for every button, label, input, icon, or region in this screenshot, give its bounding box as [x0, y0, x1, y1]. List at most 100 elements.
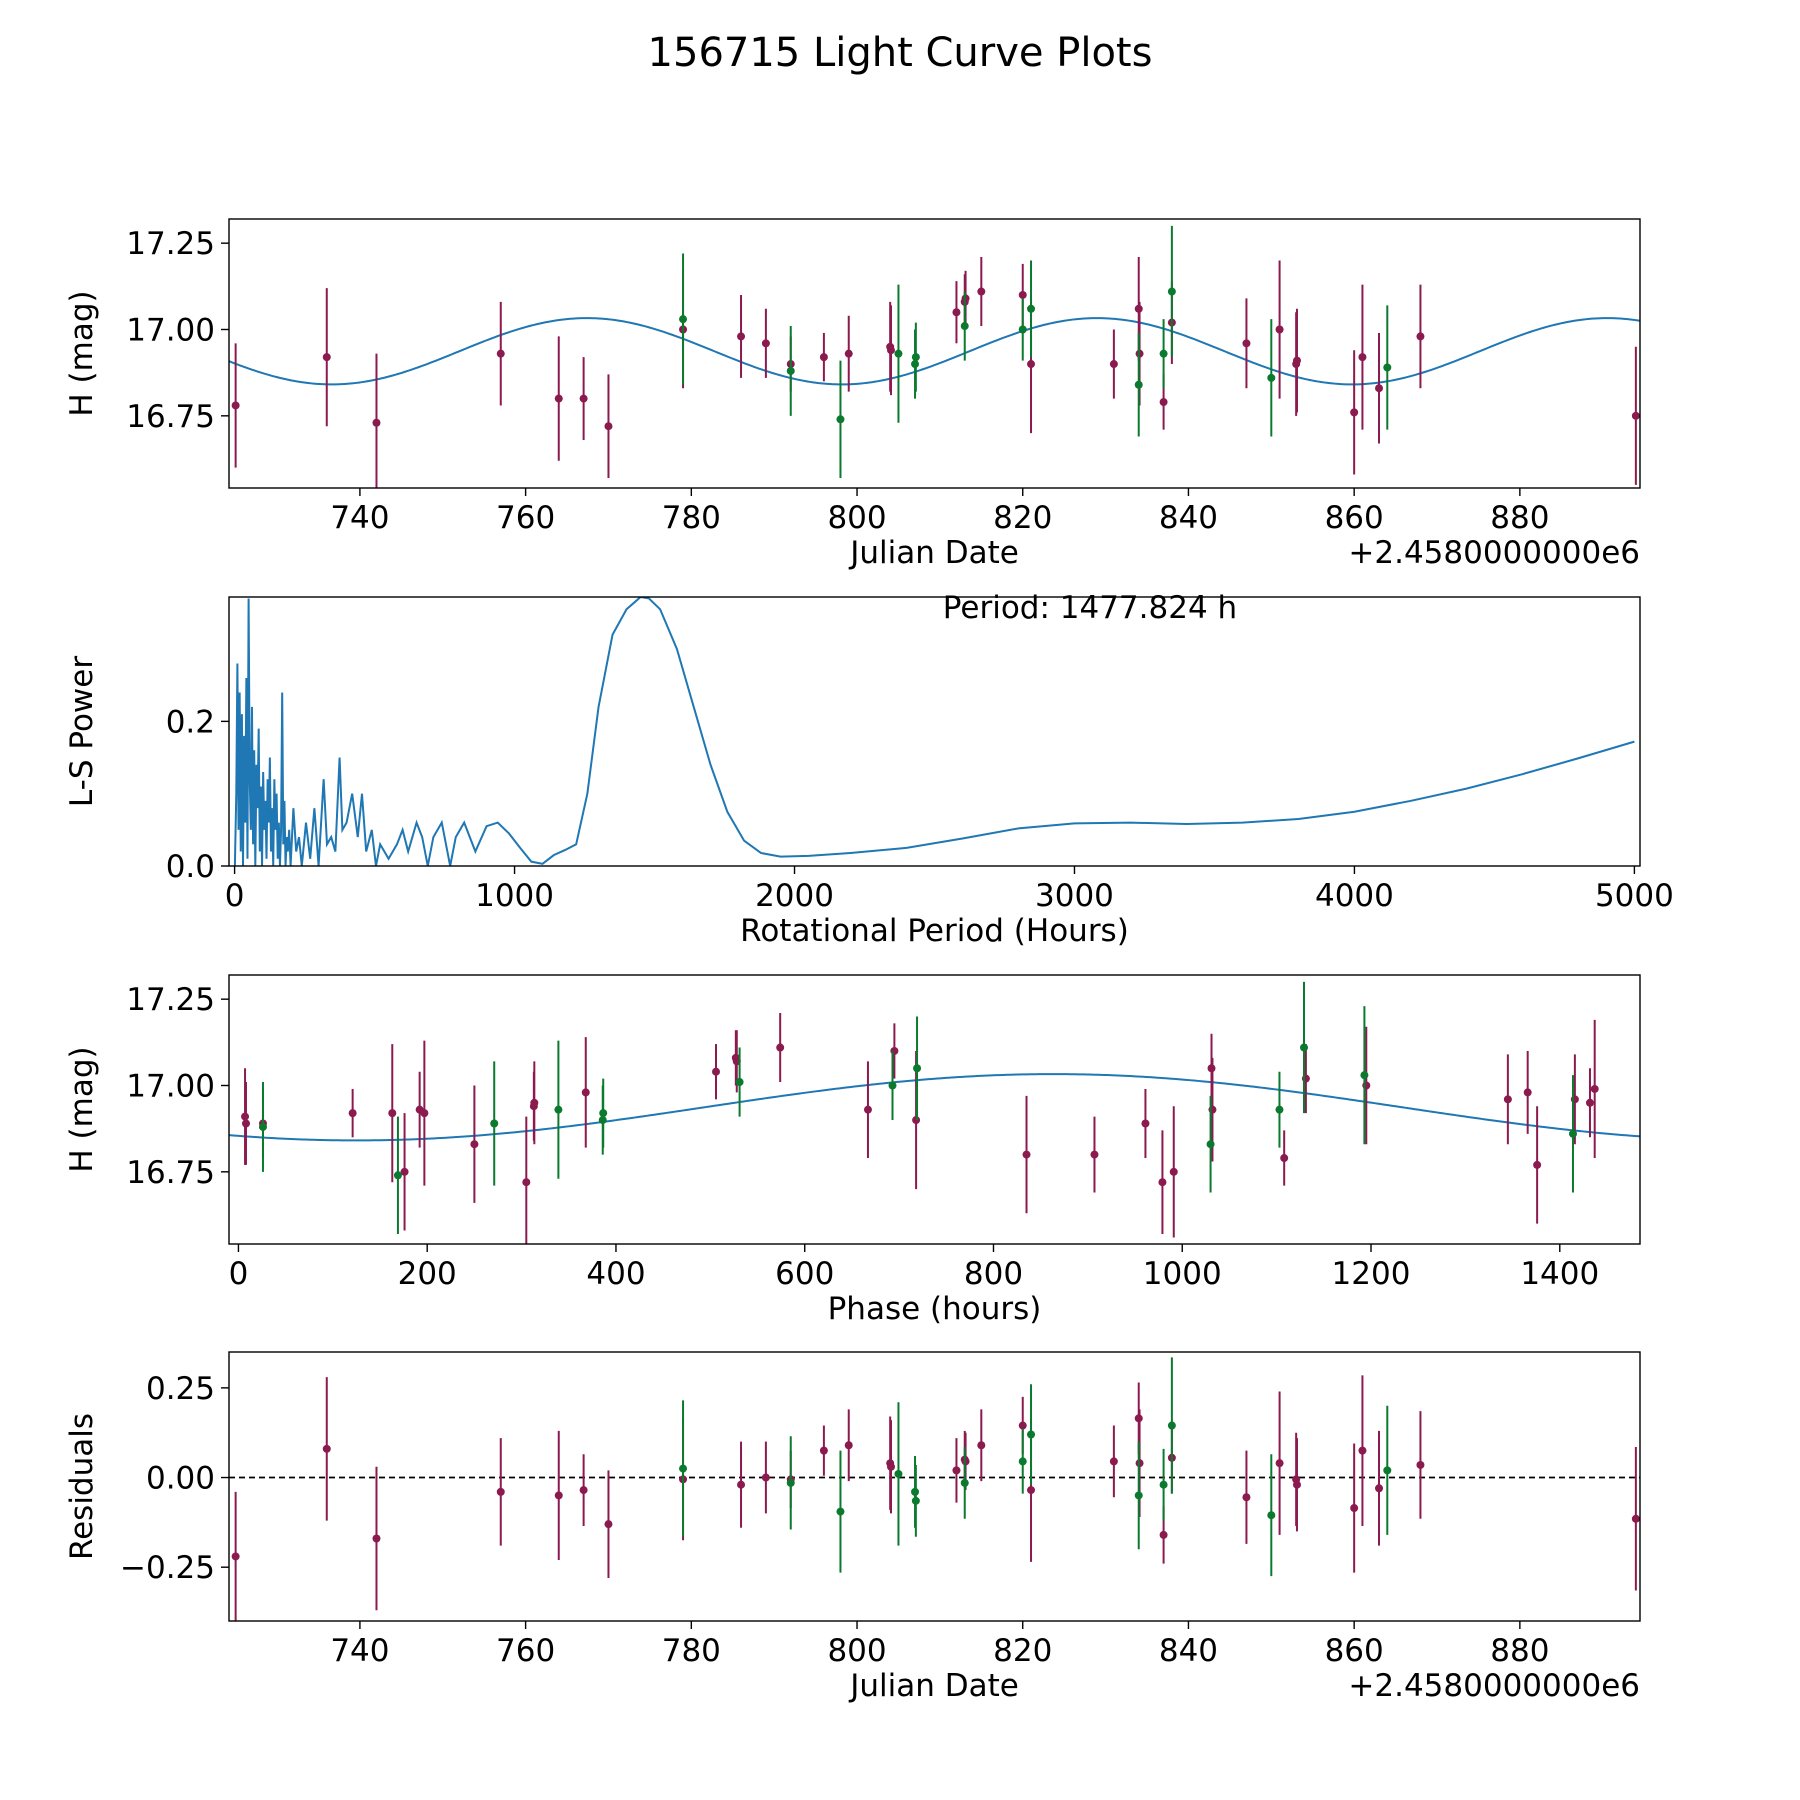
x-tick-label: 1200 [1332, 1256, 1411, 1292]
y-tick-label: 17.25 [126, 226, 215, 262]
y-tick-label: 0.0 [166, 849, 215, 885]
data-point [1018, 1457, 1027, 1466]
data-point [819, 353, 828, 362]
x-tick-label: 880 [1490, 1633, 1549, 1669]
data-point [258, 1122, 267, 1131]
x-tick-label: 780 [662, 500, 721, 536]
y-axis-label: H (mag) [64, 1046, 100, 1172]
data-point [1206, 1140, 1215, 1149]
data-point [977, 1441, 986, 1450]
data-point [1267, 373, 1276, 382]
data-point [735, 1078, 744, 1087]
data-point [712, 1067, 721, 1076]
x-tick-label: 5000 [1595, 878, 1674, 914]
data-point [1585, 1098, 1594, 1107]
data-point [960, 1478, 969, 1487]
data-point [1631, 1514, 1640, 1523]
x-axis-label: Phase (hours) [828, 1291, 1042, 1327]
x-tick-label: 4000 [1315, 878, 1394, 914]
y-tick-label: 17.00 [126, 1069, 215, 1105]
phased-frame [228, 974, 1641, 1245]
data-point [913, 1064, 922, 1073]
data-point [1027, 360, 1036, 369]
x-tick-label: 1000 [1143, 1256, 1222, 1292]
data-point [231, 1552, 240, 1561]
data-point [470, 1140, 479, 1149]
data-point [1022, 1150, 1031, 1159]
data-point [241, 1119, 250, 1128]
x-tick-label: 840 [1159, 1633, 1218, 1669]
data-point [1375, 384, 1384, 393]
data-point [348, 1109, 357, 1118]
residuals-data [229, 1357, 1640, 1621]
data-point [888, 1081, 897, 1090]
data-point [554, 1491, 563, 1500]
data-point [1358, 1446, 1367, 1455]
data-point [1292, 356, 1301, 365]
data-point [1109, 360, 1118, 369]
data-point [679, 315, 688, 324]
data-point [1523, 1088, 1532, 1097]
y-tick-label: 0.2 [166, 704, 215, 740]
data-point [496, 349, 505, 358]
data-point [1169, 1167, 1178, 1176]
data-point [786, 366, 795, 375]
data-point [1167, 287, 1176, 296]
data-point [1533, 1160, 1542, 1169]
data-point [1159, 1480, 1168, 1489]
x-tick-label: 860 [1325, 500, 1384, 536]
data-point [894, 349, 903, 358]
data-point [911, 353, 920, 362]
data-point [1267, 1511, 1276, 1520]
data-point [372, 418, 381, 427]
data-point [1027, 304, 1036, 313]
data-point [400, 1167, 409, 1176]
data-point [579, 1486, 588, 1495]
x-tick-label: 400 [586, 1256, 645, 1292]
x-tick-label: 800 [964, 1256, 1023, 1292]
data-point [1134, 1491, 1143, 1500]
data-point [844, 349, 853, 358]
y-tick-label: 0.25 [146, 1371, 215, 1407]
data-point [786, 1478, 795, 1487]
data-point [836, 415, 845, 424]
data-point [1275, 325, 1284, 334]
data-point [977, 287, 986, 296]
y-axis-label: L-S Power [64, 656, 100, 807]
data-point [1275, 1105, 1284, 1114]
data-point [530, 1098, 539, 1107]
y-tick-label: 17.00 [126, 313, 215, 349]
periodogram-line [233, 597, 1635, 866]
x-tick-label: 1000 [475, 878, 554, 914]
x-tick-label: 3000 [1035, 878, 1114, 914]
x-tick-label: 600 [775, 1256, 834, 1292]
data-point [887, 346, 896, 355]
x-offset-label: +2.4580000000e6 [1348, 535, 1640, 571]
data-point [1027, 1430, 1036, 1439]
lightcurve-panel: 740 760 780 800 820 840 860 880 16.75 17.00 17.25 J… [64, 218, 1641, 571]
data-point [887, 1462, 896, 1471]
x-tick-label: 760 [496, 1633, 555, 1669]
data-point [1018, 325, 1027, 334]
data-point [761, 339, 770, 348]
data-point [1350, 408, 1359, 417]
data-point [911, 1496, 920, 1505]
x-axis-label: Julian Date [848, 1668, 1019, 1704]
data-point [1109, 1457, 1118, 1466]
phased-panel: 0 200 400 600 800 1000 1200 1400 16.75 17.00 17.25… [64, 974, 1641, 1327]
data-point [1018, 1421, 1027, 1430]
data-point [776, 1043, 785, 1052]
data-point [737, 1480, 746, 1489]
data-point [960, 322, 969, 331]
y-axis-label: H (mag) [64, 290, 100, 416]
data-point [1159, 349, 1168, 358]
data-point [836, 1507, 845, 1516]
data-point [322, 353, 331, 362]
periodogram-data [233, 597, 1635, 866]
y-axis-label: Residuals [64, 1413, 100, 1560]
data-point [581, 1088, 590, 1097]
data-point [737, 332, 746, 341]
data-point [1275, 1459, 1284, 1468]
period-annotation: Period: 1477.824 h [943, 590, 1237, 626]
